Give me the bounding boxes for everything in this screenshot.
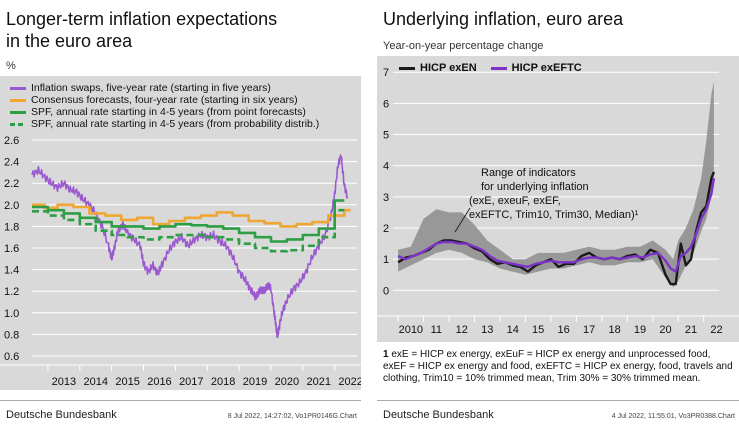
right-xtick-label-7: 17 [583,324,595,336]
right-xtick-label-6: 16 [558,324,570,336]
left-xtick-label-9: 2022 [338,376,361,388]
legend-label-spf-point: SPF, annual rate starting in 4-5 years (… [31,106,306,118]
right-footer-stamp: 4 Jul 2022, 11:55:01, Vo3PR0388.Chart [611,413,735,420]
left-chart-title: Longer-term inflation expectations in th… [6,8,277,52]
left-title-line1: Longer-term inflation expectations [6,9,278,29]
right-xtick-label-11: 21 [685,324,697,336]
left-title-line2: in the euro area [6,31,133,51]
footnote-number: 1 [383,349,389,360]
right-annotation-line-2: (exE, exeuF, exEF, [469,195,561,207]
left-ytick-label-9: 2.4 [4,157,19,169]
right-chart-title: Underlying inflation, euro area [383,9,624,29]
left-xtick-label-8: 2021 [307,376,331,388]
left-series-line-2 [32,199,345,243]
left-ytick-label-3: 1.2 [4,286,19,298]
right-footer-source: Deutsche Bundesbank [383,409,494,421]
right-subtitle: Year-on-year percentage change [383,40,544,52]
left-chart-svg: 0.6 0.8 1.0 1.2 1.4 1.6 1.8 2.0 2.2 2.4 2.6 2013 201… [0,135,361,388]
legend-item-spf-prob: SPF, annual rate starting in 4-5 years (… [10,118,319,130]
right-series-line-1 [397,178,716,273]
left-xtick-label-3: 2016 [147,376,171,388]
left-ytick-label-8: 2.2 [4,178,19,190]
left-ytick-label-4: 1.4 [4,265,19,277]
left-ytick-label-5: 1.6 [4,243,19,255]
left-footer-source: Deutsche Bundesbank [6,409,117,421]
left-xtick-label-7: 2020 [275,376,299,388]
legend-row-right: HICP exEN HICP exEFTC [399,62,582,74]
legend-item-spf-point: SPF, annual rate starting in 4-5 years (… [10,106,319,118]
right-legend: HICP exEN HICP exEFTC [399,62,582,74]
right-ytick-label-7: 7 [383,67,389,79]
left-series-line-1 [32,203,351,228]
left-xtick-label-2: 2015 [115,376,139,388]
right-ytick-label-4: 4 [383,161,389,173]
left-ytick-label-0: 0.6 [4,351,19,363]
right-xtick-label-9: 19 [634,324,646,336]
left-ytick-label-10: 2.6 [4,135,19,147]
right-annotation-line-0: Range of indicators [481,167,576,179]
left-plot-frame [0,76,361,390]
right-chart-panel: Underlying inflation, euro area Year-on-… [377,0,739,428]
left-xtick-label-0: 2013 [52,376,76,388]
left-ytick-label-1: 0.8 [4,329,19,341]
right-xtick-label-3: 13 [481,324,493,336]
right-ytick-label-3: 3 [383,192,389,204]
left-footer-rule [0,400,361,401]
left-xtick-label-4: 2017 [179,376,203,388]
left-series-line-3 [32,208,345,253]
right-xtick-label-1: 11 [431,324,442,336]
legend-label-spf-prob: SPF, annual rate starting in 4-5 years (… [31,118,320,130]
right-xtick-label-2: 12 [456,324,468,336]
right-annotation-line-1: for underlying inflation [481,181,589,193]
legend-label-consensus: Consensus forecasts, four-year rate (sta… [31,94,298,106]
legend-item-swaps: Inflation swaps, five-year rate (startin… [10,82,319,94]
left-footer-stamp: 8 Jul 2022, 14:27:02, Vo1PR0146G.Chart [227,413,357,420]
left-unit-label: % [6,60,16,72]
right-xtick-label-4: 14 [507,324,519,336]
right-ytick-label-2: 2 [383,223,389,235]
right-range-band [398,81,714,288]
left-chart-panel: Longer-term inflation expectations in th… [0,0,361,428]
right-ytick-label-0: 0 [383,285,389,297]
right-annotation-line-3: exEFTC, Trim10, Trim30, Median)¹ [469,209,639,221]
left-legend: Inflation swaps, five-year rate (startin… [10,82,319,130]
footnote-text: exE = HICP ex energy, exEuF = HICP ex en… [383,349,733,384]
legend-label-exen: HICP exEN [420,62,477,74]
legend-item-consensus: Consensus forecasts, four-year rate (sta… [10,94,319,106]
right-footnote: 1 exE = HICP ex energy, exEuF = HICP ex … [383,349,735,385]
legend-label-exeftc: HICP exEFTC [511,62,582,74]
left-ytick-label-6: 1.8 [4,221,19,233]
left-xtick-label-1: 2014 [83,376,107,388]
legend-label-swaps: Inflation swaps, five-year rate (startin… [31,82,271,94]
right-xtick-label-12: 22 [710,324,722,336]
right-xtick-label-8: 18 [608,324,620,336]
right-annotation-pointer [454,207,471,233]
left-series-line-0 [31,154,349,339]
left-xtick-label-5: 2018 [211,376,235,388]
right-ytick-label-6: 6 [383,98,389,110]
left-xtick-label-6: 2019 [243,376,267,388]
right-xtick-label-0: 2010 [399,324,423,336]
right-xtick-label-10: 20 [659,324,671,336]
right-ytick-label-5: 5 [383,130,389,142]
right-footer-rule [377,400,739,401]
right-ytick-label-1: 1 [383,254,389,266]
left-ytick-label-2: 1.0 [4,308,19,320]
left-ytick-label-7: 2.0 [4,200,19,212]
right-xtick-label-5: 15 [532,324,544,336]
